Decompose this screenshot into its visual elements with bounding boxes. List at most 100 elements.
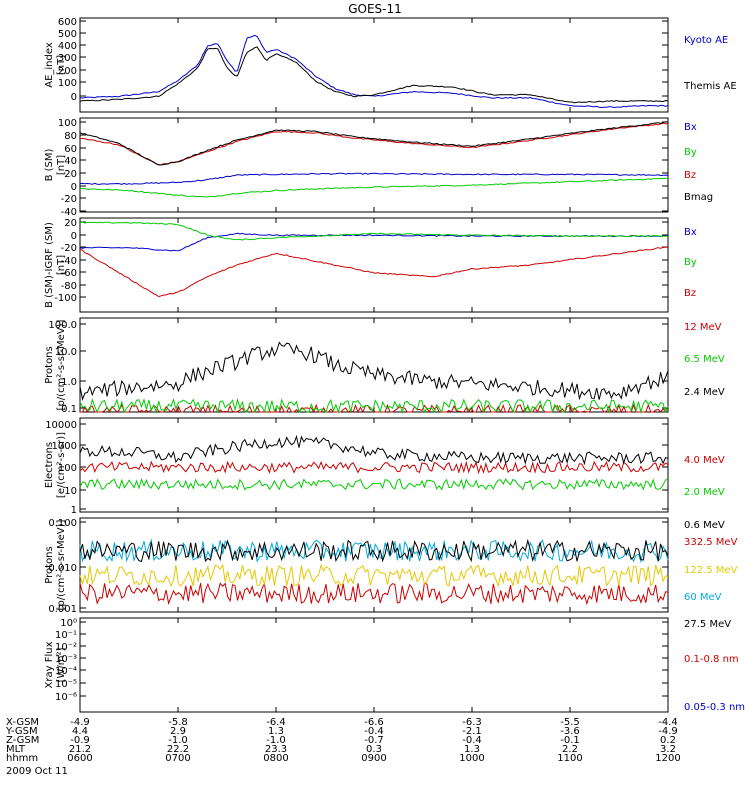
date-label: 2009 Oct 11 xyxy=(6,766,68,777)
y-tick-label: -100 xyxy=(54,293,77,304)
series-line-kyoto-ae xyxy=(79,34,669,109)
ephemeris-value: -6.4 xyxy=(266,717,286,728)
ephemeris-value: -0.7 xyxy=(364,735,384,746)
y-tick-label: -60 xyxy=(61,268,77,279)
y-axis-label: AE_index xyxy=(44,42,55,88)
y-tick-label: 100 xyxy=(58,78,77,89)
legend-label: 0.6 MeV xyxy=(684,520,725,531)
ephemeris-value: -4.9 xyxy=(658,726,678,737)
series-line-12-mev xyxy=(80,403,669,414)
legend-label: By xyxy=(684,147,697,158)
ephemeris-value: 1.3 xyxy=(268,726,284,737)
y-tick-label: 60 xyxy=(64,144,77,155)
ephemeris-value: -5.5 xyxy=(560,717,580,728)
series-line-4-0-mev xyxy=(79,460,669,475)
y-tick-label: 10.0 xyxy=(55,347,77,358)
series-line-27-5-mev xyxy=(79,538,669,563)
y-tick-label: 0.001 xyxy=(48,604,77,615)
legend-label: Kyoto AE xyxy=(684,35,728,46)
legend-label: Bz xyxy=(684,288,696,299)
series-line-by xyxy=(79,177,669,198)
ephemeris-value: 1200 xyxy=(655,753,680,764)
y-tick-label: -80 xyxy=(61,281,77,292)
y-tick-label: 80 xyxy=(64,131,77,142)
legend-label: Bx xyxy=(684,227,697,238)
legend-label: 2.0 MeV xyxy=(684,487,725,498)
y-tick-label: 40 xyxy=(64,156,77,167)
series-line-6-5-mev xyxy=(79,397,669,414)
y-tick-label: 500 xyxy=(58,29,77,40)
ephemeris-value: 23.3 xyxy=(265,744,287,755)
y-tick-label: 10⁻² xyxy=(55,642,77,653)
legend-label: 4.0 MeV xyxy=(684,455,725,466)
y-tick-label: 10⁻³ xyxy=(55,654,77,665)
ephemeris-row-label: hhmm xyxy=(6,753,38,764)
y-axis-unit: [nT] xyxy=(56,255,67,275)
y-tick-label: 0 xyxy=(71,182,77,193)
y-tick-label: 10⁻⁴ xyxy=(55,666,77,677)
ephemeris-value: 0600 xyxy=(67,753,92,764)
y-tick-label: -40 xyxy=(61,256,77,267)
ephemeris-value: -4.9 xyxy=(70,717,90,728)
legend-label: By xyxy=(684,257,697,268)
ephemeris-value: -0.4 xyxy=(462,735,482,746)
y-tick-label: 300 xyxy=(58,53,77,64)
panel-frame xyxy=(79,417,669,513)
series-line-122-5-mev xyxy=(79,563,669,588)
y-tick-label: 100 xyxy=(58,118,77,129)
ephemeris-value: 1.3 xyxy=(464,744,480,755)
series-line-0-6-mev xyxy=(79,434,669,466)
panel-frame xyxy=(79,17,669,113)
legend-label: Bx xyxy=(684,122,697,133)
series-line-bmag xyxy=(79,121,669,166)
panel-frame xyxy=(79,617,669,713)
ephemeris-value: 0900 xyxy=(361,753,386,764)
y-axis-unit: [p/(cm²-s-sr-MeV)] xyxy=(56,319,67,410)
ephemeris-value: -0.4 xyxy=(364,726,384,737)
y-tick-label: 0.100 xyxy=(48,518,77,529)
y-axis-unit: [W/m²] xyxy=(56,647,67,682)
legend-label: 60 MeV xyxy=(684,592,722,603)
y-tick-label: 0.010 xyxy=(48,563,77,574)
ephemeris-value: -1.0 xyxy=(266,735,286,746)
y-axis-unit: [e/(cm²-s-sr)] xyxy=(56,432,67,498)
legend-label: Bmag xyxy=(684,192,713,203)
ephemeris-value: -4.4 xyxy=(658,717,678,728)
y-axis-label: Protons xyxy=(44,546,55,583)
legend-label: 0.05-0.3 nm xyxy=(684,702,745,713)
y-tick-label: 1000 xyxy=(52,441,77,452)
y-axis-label: Protons xyxy=(44,346,55,383)
panel-4: 100.0 10.0 1.0 0.1 Protons [p/(cm²-s-sr-MeV)]… xyxy=(44,317,725,415)
chart-title: GOES-11 xyxy=(348,2,402,16)
y-tick-label: -40 xyxy=(61,207,77,218)
series-line-bz xyxy=(79,246,669,298)
series-line-by xyxy=(79,221,669,241)
ephemeris-value: 1100 xyxy=(557,753,582,764)
ephemeris-value: 2.9 xyxy=(170,726,186,737)
y-tick-label: 400 xyxy=(58,41,77,52)
y-tick-label: 200 xyxy=(58,66,77,77)
series-line-332-5-mev xyxy=(79,582,669,606)
panel-6: 0.100 0.010 0.001 Protons [p/(cm²-s-sr-MeV)]… xyxy=(44,517,738,630)
y-tick-label: 100.0 xyxy=(48,320,77,331)
series-line-60-mev xyxy=(79,538,669,564)
ephemeris-value: -6.6 xyxy=(364,717,384,728)
y-axis-unit: [nT] xyxy=(56,155,67,175)
ephemeris-row-label: Z-GSM xyxy=(6,735,39,746)
ephemeris-value: -0.9 xyxy=(70,735,90,746)
y-tick-label: 10⁻⁵ xyxy=(55,679,77,690)
ephemeris-value: 3.2 xyxy=(660,744,676,755)
y-axis-label: B (SM) xyxy=(44,148,55,181)
y-tick-label: 10 xyxy=(64,486,77,497)
ephemeris-value: 21.2 xyxy=(69,744,91,755)
ephemeris-value: 22.2 xyxy=(167,744,189,755)
y-axis-label: Xray Flux xyxy=(44,641,55,688)
legend-label: 332.5 MeV xyxy=(684,537,738,548)
y-tick-label: 0.1 xyxy=(61,404,77,415)
y-tick-label: 20 xyxy=(64,218,77,229)
legend-label: 2.4 MeV xyxy=(684,387,725,398)
panel-5: 10000 1000 100 10 1 Electrons [e/(cm²-s-sr)] 4.… xyxy=(44,417,725,531)
ephemeris-value: 0.2 xyxy=(660,735,676,746)
